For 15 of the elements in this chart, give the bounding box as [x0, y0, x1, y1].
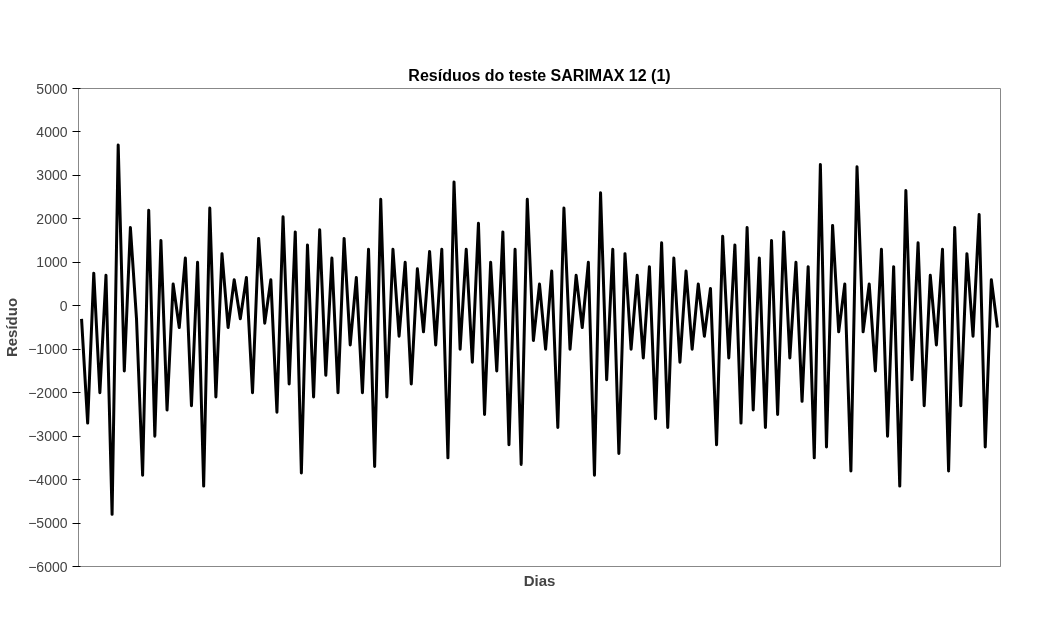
y-tick-label: −1000 — [28, 341, 68, 358]
y-tick-label: 4000 — [36, 123, 68, 140]
y-tick-label: 0 — [59, 297, 68, 314]
y-axis-title: Resíduo — [3, 297, 21, 358]
y-tick-label: −6000 — [28, 558, 68, 575]
x-axis-title: Dias — [523, 571, 556, 589]
y-tick-label: −5000 — [28, 515, 68, 532]
chart-title: Resíduos do teste SARIMAX 12 (1) — [408, 66, 671, 84]
y-tick-label: −3000 — [28, 428, 68, 445]
y-tick-label: −4000 — [28, 471, 68, 488]
y-tick-label: 3000 — [36, 167, 68, 184]
y-tick-label: 5000 — [36, 80, 68, 97]
y-tick-label: −2000 — [28, 384, 68, 401]
y-tick-label: 1000 — [36, 254, 68, 271]
y-tick-label: 2000 — [36, 210, 68, 227]
